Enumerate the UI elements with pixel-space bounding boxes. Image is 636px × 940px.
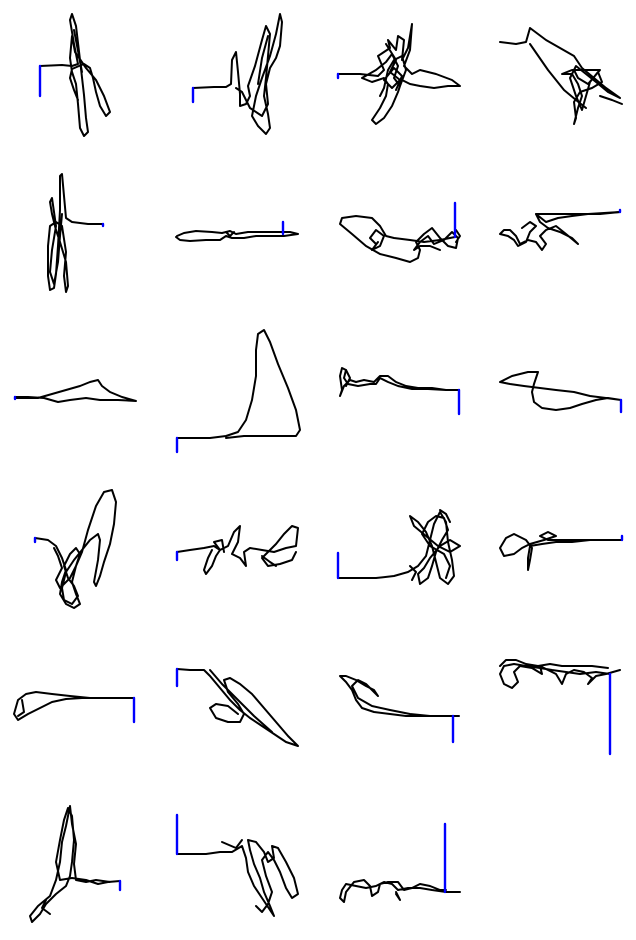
trajectory-panel-12 [499, 371, 623, 414]
trajectory-panel-19 [339, 675, 460, 744]
trajectory-trace-13 [34, 489, 117, 609]
trajectory-trace-8 [499, 211, 621, 251]
trajectory-trace-11-knot [345, 369, 351, 387]
trajectory-panel-1 [38, 13, 111, 137]
trajectory-panel-2 [191, 13, 283, 135]
trajectory-trace-17 [13, 691, 135, 721]
trajectory-trace-7 [339, 215, 461, 263]
trajectory-trace-17-loop [17, 699, 25, 717]
trajectory-trace-23 [339, 879, 461, 903]
trajectory-panel-9 [13, 379, 137, 403]
trajectory-panel-21 [29, 805, 122, 923]
trajectory-trace-15 [337, 509, 461, 585]
trajectory-trace-6 [175, 230, 299, 242]
trajectory-trace-20 [499, 659, 621, 689]
trajectory-panel-8 [499, 208, 622, 251]
trajectory-trace-22 [176, 839, 299, 917]
trajectory-panel-7 [339, 201, 461, 263]
trajectory-panel-3 [336, 23, 461, 125]
trajectory-panel-18 [175, 667, 299, 747]
trajectory-panel-11 [339, 367, 461, 416]
trajectory-panel-15 [336, 509, 461, 585]
trajectory-panel-16 [499, 531, 624, 571]
trajectory-panel-6 [175, 220, 299, 242]
trajectory-panel-14 [175, 525, 299, 575]
trajectory-panel-20 [499, 659, 621, 756]
trajectory-trace-1-loop [73, 29, 83, 73]
trajectory-panel-13 [33, 489, 117, 609]
trajectory-trace-16 [499, 531, 623, 571]
trajectory-panel-5 [47, 173, 105, 293]
trajectory-trace-11 [339, 367, 460, 397]
trajectory-panel-23 [339, 822, 461, 903]
trajectory-trace-5 [47, 173, 104, 293]
trajectory-trace-4 [499, 27, 621, 125]
trajectory-trace-8-line [535, 211, 621, 215]
trajectory-panel-10 [175, 329, 301, 454]
trajectory-trace-9 [14, 379, 137, 403]
trajectory-trace-14 [176, 525, 299, 575]
trajectory-trace-10 [176, 329, 301, 439]
trajectory-trace-6-knot [225, 231, 235, 237]
trajectory-panel-22 [175, 813, 299, 917]
trajectory-trace-2-loop [257, 35, 269, 85]
trajectory-trace-1 [39, 13, 111, 137]
trajectory-panel-4 [499, 27, 623, 125]
trajectory-trace-22-knot [221, 839, 243, 849]
trajectory-trace-3 [337, 23, 461, 125]
trajectory-trace-2 [192, 13, 283, 135]
trajectory-trace-18 [176, 668, 299, 747]
trajectory-trace-21-loop [41, 899, 51, 915]
trajectory-trace-19 [339, 675, 460, 717]
trajectory-trace-18-line [209, 669, 273, 733]
trajectory-trace-12 [499, 371, 622, 411]
trajectory-panel-17 [13, 691, 136, 724]
trajectory-trace-4-tail [599, 95, 623, 105]
